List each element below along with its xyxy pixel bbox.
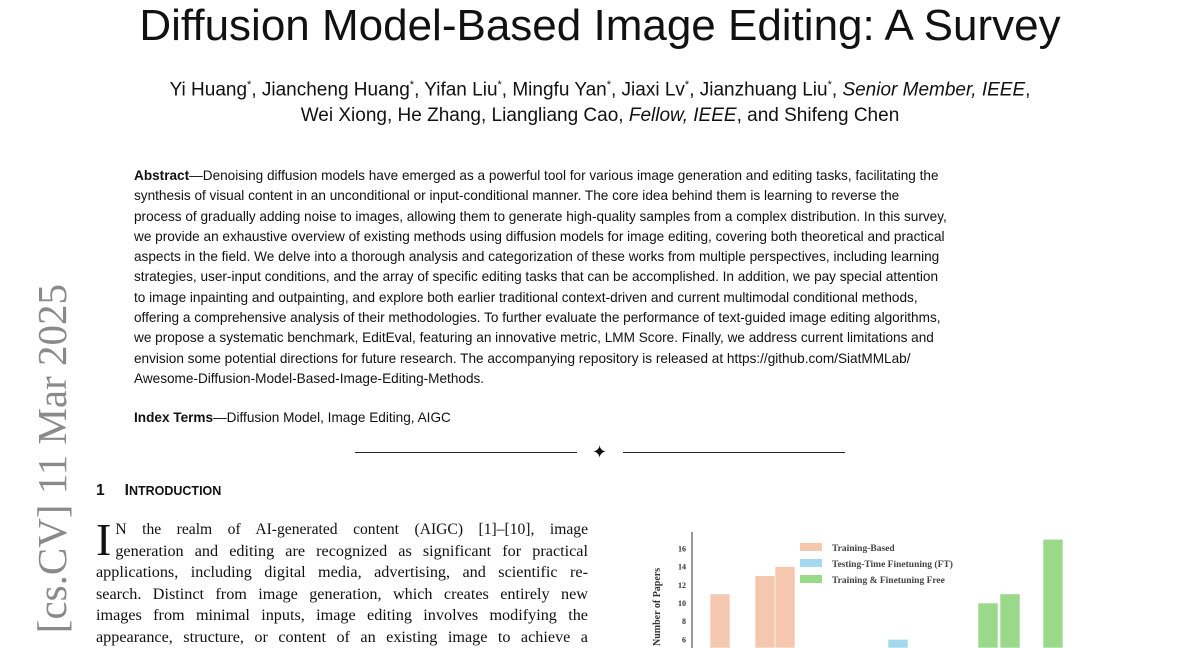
legend-swatch <box>800 543 822 551</box>
index-label: Index Terms <box>134 410 214 425</box>
abstract-line: Awesome-Diffusion-Model-Based-Image-Edit… <box>134 370 485 386</box>
drop-cap: I <box>96 514 112 565</box>
intro-line: appearance, structure, or content of an … <box>96 627 588 646</box>
abstract-line: synthesis of visual content in an uncond… <box>134 188 900 204</box>
section-number: 1 <box>96 482 105 499</box>
legend-swatch <box>800 559 822 567</box>
y-tick-label: 6 <box>682 635 686 644</box>
abstract-line: aspects in the field. We delve into a th… <box>134 249 940 265</box>
authors-line-2: Wei Xiong, He Zhang, Liangliang Cao, Fel… <box>300 105 900 126</box>
divider-right <box>623 452 845 453</box>
abstract: Abstract—Denoising diffusion models have… <box>134 166 1064 389</box>
abstract-line: to image inpainting and outpainting, and… <box>134 289 918 305</box>
bar <box>1042 538 1064 648</box>
intro-line: search. Distinct from image generation, … <box>96 584 588 603</box>
legend-label: Training & Finetuning Free <box>832 576 945 586</box>
bar <box>887 639 909 648</box>
divider-left <box>355 452 577 453</box>
intro-line: applications, including digital media, a… <box>96 563 588 581</box>
intro-line: images from minimal inputs, image editin… <box>96 606 588 624</box>
y-axis-label: Number of Papers <box>652 568 663 646</box>
intro-text: I N the realm of AI-generated content (A… <box>96 514 588 648</box>
abstract-line: Abstract—Denoising diffusion models have… <box>134 168 939 183</box>
bar <box>754 575 776 648</box>
abstract-line: process of gradually adding noise to ima… <box>134 208 947 224</box>
legend-label: Testing-Time Finetuning (FT) <box>832 559 953 570</box>
bar <box>977 602 999 648</box>
abstract-line: we provide an exhaustive overview of exi… <box>134 228 945 244</box>
index-terms-text: —Diffusion Model, Image Editing, AIGC <box>213 410 451 425</box>
papers-bar-chart: 6 8 10 12 14 16 Number of Papers Training-Based… <box>652 532 1064 648</box>
legend-label: Training-Based <box>832 544 895 554</box>
authors-line-1: Yi Huang*, Jiancheng Huang*, Yifan Liu*,… <box>169 79 1031 101</box>
y-tick-label: 10 <box>678 599 686 608</box>
y-tick-label: 14 <box>678 563 686 572</box>
section-title: INTRODUCTION <box>124 482 222 499</box>
abstract-line: we propose a systematic benchmark, EditE… <box>134 330 934 346</box>
section-heading: 1 INTRODUCTION <box>96 482 221 500</box>
y-tick-label: 12 <box>678 581 686 590</box>
y-tick-label: 8 <box>682 617 686 626</box>
abstract-label: Abstract <box>134 168 190 183</box>
intro-line: N the realm of AI-generated content (AIG… <box>115 521 588 538</box>
y-tick-label: 16 <box>678 544 686 553</box>
arxiv-stamp: [cs.CV] 11 Mar 2025 <box>29 284 75 634</box>
diamond-ornament-icon: ✦ <box>592 442 608 463</box>
abstract-line: offering a comprehensive analysis of the… <box>134 310 941 326</box>
abstract-line: strategies, user-input conditions, and t… <box>134 269 939 285</box>
bar <box>999 593 1021 648</box>
intro-line: generation and editing are recognized as… <box>115 541 588 560</box>
bar <box>709 593 731 648</box>
legend-swatch <box>800 575 822 583</box>
paper-title: Diffusion Model-Based Image Editing: A S… <box>139 1 1061 50</box>
abstract-line: envision some potential directions for f… <box>134 350 911 366</box>
bar <box>774 566 796 648</box>
index-terms: Index Terms—Diffusion Model, Image Editi… <box>134 410 451 425</box>
